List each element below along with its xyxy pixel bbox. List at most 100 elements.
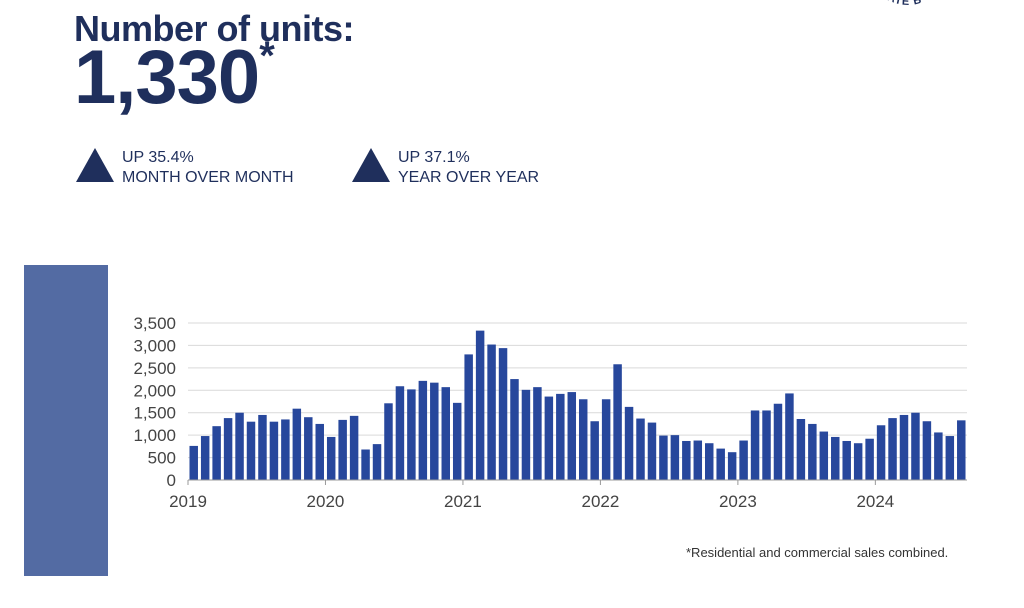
bar xyxy=(819,431,829,480)
bar xyxy=(556,393,565,480)
svg-text:ESTATE B: ESTATE B xyxy=(867,0,923,8)
y-tick-label: 3,000 xyxy=(133,336,176,355)
bar xyxy=(922,421,932,480)
y-tick-label: 500 xyxy=(148,449,176,468)
bar xyxy=(888,418,897,480)
bar xyxy=(636,418,645,480)
unit-count-asterisk: * xyxy=(259,34,275,78)
board-logo: ESTATE B xyxy=(867,0,923,8)
bar xyxy=(407,389,416,480)
bar xyxy=(567,392,577,480)
up-triangle-icon xyxy=(76,148,114,182)
stat-year-over-year: UP 37.1% YEAR OVER YEAR xyxy=(352,148,539,188)
bar xyxy=(475,330,485,480)
y-tick-label: 2,500 xyxy=(133,359,176,378)
bar xyxy=(716,448,725,480)
bar xyxy=(705,443,714,480)
bar xyxy=(578,399,588,480)
bar xyxy=(452,402,462,480)
bar xyxy=(945,436,955,480)
bar xyxy=(304,417,313,480)
bar xyxy=(831,436,840,480)
bar xyxy=(281,419,290,480)
bar xyxy=(235,412,244,480)
x-tick-label: 2023 xyxy=(719,492,757,511)
unit-count: 1,330* xyxy=(74,36,275,116)
bar xyxy=(338,419,347,480)
bar xyxy=(533,387,542,480)
bar xyxy=(796,418,806,480)
bar xyxy=(292,408,302,480)
bar xyxy=(601,399,611,480)
bar xyxy=(487,344,496,480)
bar xyxy=(349,415,359,480)
bar xyxy=(464,354,473,480)
bar xyxy=(659,435,668,480)
y-tick-label: 2,000 xyxy=(133,381,176,400)
bar xyxy=(957,420,966,480)
bar xyxy=(693,440,703,480)
x-tick-label: 2020 xyxy=(307,492,345,511)
x-tick-label: 2024 xyxy=(856,492,894,511)
bar xyxy=(670,435,680,480)
bar xyxy=(200,436,210,480)
y-tick-label: 1,000 xyxy=(133,426,176,445)
bar xyxy=(521,389,531,480)
bar xyxy=(189,445,198,480)
bar xyxy=(842,440,851,480)
x-tick-label: 2022 xyxy=(581,492,619,511)
stat-yoy-label: YEAR OVER YEAR xyxy=(398,169,540,186)
bar xyxy=(544,396,554,480)
stat-mom-label: MONTH OVER MONTH xyxy=(122,169,294,186)
bar xyxy=(750,410,760,480)
y-tick-label: 0 xyxy=(167,471,176,490)
bar xyxy=(727,452,737,480)
bar xyxy=(326,436,336,480)
unit-count-value: 1,330 xyxy=(74,35,260,120)
bar xyxy=(384,403,393,480)
bar xyxy=(911,412,920,480)
stat-mom-change: UP 35.4% xyxy=(122,149,194,166)
up-triangle-icon xyxy=(352,148,390,182)
bar xyxy=(590,421,599,480)
bar xyxy=(682,440,691,480)
bar xyxy=(773,403,783,480)
bar xyxy=(865,438,874,480)
bar xyxy=(785,393,794,480)
bar xyxy=(510,379,519,480)
bar xyxy=(441,387,450,480)
bar xyxy=(258,414,267,480)
bar xyxy=(315,423,324,480)
bar xyxy=(613,364,622,480)
bar xyxy=(647,422,657,480)
stat-yoy-change: UP 37.1% xyxy=(398,149,470,166)
bar xyxy=(498,348,508,480)
bar xyxy=(246,421,256,480)
accent-block xyxy=(24,265,108,576)
y-tick-label: 3,500 xyxy=(133,314,176,333)
bar xyxy=(762,410,771,480)
bar xyxy=(418,380,428,480)
unit-sales-bar-chart: 0 500 1,000 1,500 2,000 2,500 3,000 3,500 2019 20… xyxy=(133,314,967,511)
x-tick-label: 2021 xyxy=(444,492,482,511)
y-tick-label: 1,500 xyxy=(133,404,176,423)
bar xyxy=(739,440,748,480)
bar xyxy=(876,425,886,480)
x-tick-label: 2019 xyxy=(169,492,207,511)
bar xyxy=(223,418,233,480)
bar xyxy=(372,444,382,480)
bar xyxy=(624,406,634,480)
bar xyxy=(212,426,221,480)
bar xyxy=(934,432,943,480)
bar xyxy=(808,423,817,480)
stat-month-over-month: UP 35.4% MONTH OVER MONTH xyxy=(76,148,294,188)
logo-text: ESTATE B xyxy=(867,0,922,8)
headline: Number of units: xyxy=(74,8,354,49)
bar xyxy=(430,382,439,480)
bar xyxy=(853,443,863,480)
bar xyxy=(269,421,279,480)
footnote: *Residential and commercial sales combin… xyxy=(686,545,949,560)
bar xyxy=(899,414,909,480)
bar xyxy=(395,386,405,480)
bar xyxy=(361,449,370,480)
